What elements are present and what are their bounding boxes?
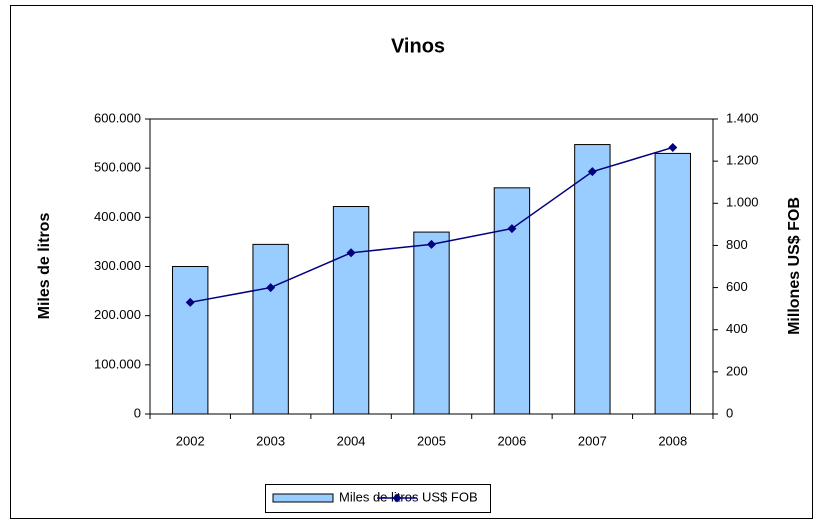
- legend-label: Miles de litros: [339, 489, 419, 504]
- y-tick-label: 100.000: [94, 356, 141, 371]
- bar: [332, 206, 370, 415]
- marker: [587, 167, 597, 177]
- x-tick-label: 2007: [578, 433, 607, 448]
- x-tick-label: 2004: [337, 433, 366, 448]
- bar: [172, 266, 209, 415]
- y-tick-label: 500.000: [94, 160, 141, 175]
- x-tick-label: 2003: [256, 433, 285, 448]
- y2-axis-title: Millones US$ FOB: [786, 197, 803, 335]
- legend-marker: [392, 493, 402, 503]
- y2-tick-label: 800: [726, 237, 748, 252]
- marker: [185, 297, 195, 307]
- y2-tick-label: 1.400: [726, 110, 759, 125]
- bar: [654, 152, 691, 415]
- y2-tick-label: 400: [726, 321, 748, 336]
- x-tick-label: 2008: [658, 433, 687, 448]
- y2-tick-label: 600: [726, 279, 748, 294]
- y-tick-label: 200.000: [94, 307, 141, 322]
- y-tick-label: 600.000: [94, 110, 141, 125]
- marker: [668, 142, 678, 152]
- y-axis-title: Miles de litros: [36, 213, 53, 320]
- y-tick-label: 0: [134, 405, 141, 420]
- y-tick-label: 400.000: [94, 209, 141, 224]
- marker: [346, 248, 356, 258]
- legend-label: US$ FOB: [422, 489, 478, 504]
- bar: [574, 144, 611, 415]
- y-tick-label: 300.000: [94, 258, 141, 273]
- bar: [413, 231, 450, 415]
- legend-swatch: [272, 493, 334, 503]
- chart-title: Vinos: [391, 35, 445, 57]
- y2-tick-label: 1.200: [726, 153, 759, 168]
- marker: [507, 224, 517, 234]
- x-tick-label: 2005: [417, 433, 446, 448]
- x-tick-label: 2006: [497, 433, 526, 448]
- bar: [252, 243, 289, 415]
- bar: [493, 187, 531, 415]
- marker: [266, 283, 276, 293]
- y2-tick-label: 200: [726, 363, 748, 378]
- y2-tick-label: 1.000: [726, 195, 759, 210]
- marker: [427, 239, 436, 249]
- x-tick-label: 2002: [176, 433, 205, 448]
- y2-tick-label: 0: [726, 405, 733, 420]
